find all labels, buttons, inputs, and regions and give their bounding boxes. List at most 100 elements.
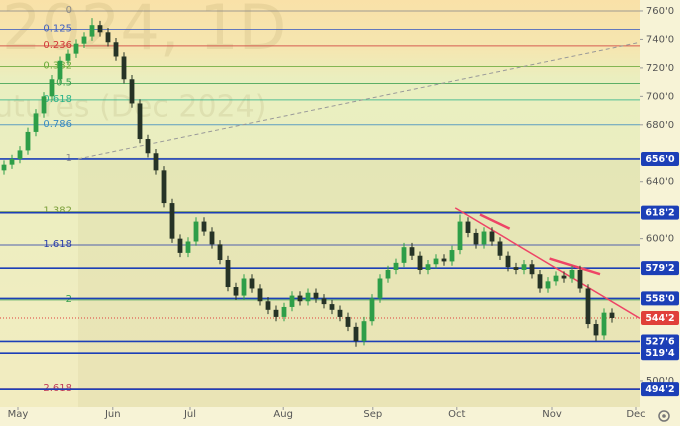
candle-body bbox=[225, 259, 231, 288]
candle-body bbox=[441, 258, 447, 262]
chart-layer: 760'0 740'0 720'0 700'0 680'0 640'0 600'0 500'0… bbox=[0, 5, 679, 420]
candle-body bbox=[417, 255, 423, 270]
candle-body bbox=[233, 287, 239, 296]
candle-body bbox=[249, 278, 255, 289]
candle-body bbox=[1, 164, 7, 171]
candle-body bbox=[65, 53, 71, 61]
candle-body bbox=[145, 139, 151, 154]
x-tick-label: Sep bbox=[363, 409, 382, 420]
y-tick-label: 760'0 bbox=[646, 6, 674, 17]
candle-body bbox=[369, 298, 375, 322]
level-label: 494'2 bbox=[645, 384, 674, 395]
fib-label: 2 bbox=[66, 294, 72, 305]
candle-body bbox=[529, 264, 535, 275]
level-label: 618'2 bbox=[645, 208, 674, 219]
candle-body bbox=[537, 274, 543, 289]
candle-body bbox=[169, 203, 175, 239]
candle-body bbox=[273, 309, 279, 317]
candle-body bbox=[89, 25, 95, 37]
candle-body bbox=[41, 96, 47, 114]
level-badge bbox=[641, 382, 679, 397]
candle-body bbox=[185, 241, 191, 253]
level-label: 579'2 bbox=[645, 263, 674, 274]
fib-label: 1.382 bbox=[43, 206, 72, 217]
candle-body bbox=[481, 231, 487, 245]
candle-body bbox=[345, 316, 351, 327]
candle-body bbox=[25, 131, 31, 151]
level-badge bbox=[641, 261, 679, 276]
candle-body bbox=[137, 103, 143, 140]
fib-label: 1.618 bbox=[43, 239, 72, 250]
candle-body bbox=[257, 288, 263, 302]
level-badge bbox=[641, 346, 679, 361]
level-label: 558'0 bbox=[645, 293, 675, 304]
candle-body bbox=[209, 231, 215, 245]
x-tick-label: Nov bbox=[542, 409, 562, 420]
level-badge bbox=[641, 151, 679, 166]
trend-line bbox=[479, 213, 511, 230]
candle-body bbox=[433, 258, 439, 265]
x-axis-area bbox=[0, 407, 640, 426]
settings-icon[interactable] bbox=[658, 410, 670, 422]
y-tick-label: 720'0 bbox=[646, 63, 674, 74]
level-badge bbox=[641, 291, 679, 306]
x-tick-label: Aug bbox=[273, 409, 293, 420]
last-price-label: 544'2 bbox=[645, 313, 674, 324]
candle-body bbox=[473, 232, 479, 245]
candle-body bbox=[113, 42, 119, 57]
last-price-badge bbox=[641, 310, 679, 325]
candle-body bbox=[161, 170, 167, 204]
candle-body bbox=[73, 43, 79, 54]
fib-label: 0.786 bbox=[43, 119, 72, 130]
candle-body bbox=[81, 36, 87, 44]
candle-body bbox=[561, 275, 567, 279]
y-tick-label: 500'0 bbox=[646, 376, 674, 387]
candle-body bbox=[57, 60, 63, 80]
candle-body bbox=[609, 312, 615, 318]
fib-label: 0.236 bbox=[43, 40, 72, 51]
candle-body bbox=[457, 221, 463, 251]
candle-body bbox=[401, 247, 407, 263]
candle-body bbox=[553, 275, 559, 282]
candle-body bbox=[577, 269, 583, 289]
candle-body bbox=[297, 295, 303, 302]
candle-body bbox=[585, 288, 591, 325]
candle-body bbox=[305, 292, 311, 302]
level-badge bbox=[641, 205, 679, 220]
fib-label: 0.5 bbox=[56, 78, 72, 89]
candle-body bbox=[177, 238, 183, 253]
fib-label: 0.618 bbox=[43, 94, 72, 105]
candle-body bbox=[377, 278, 383, 299]
y-tick-label: 600'0 bbox=[646, 234, 674, 245]
fib-label: 0 bbox=[66, 5, 72, 16]
candle-body bbox=[17, 150, 23, 159]
candle-body bbox=[217, 244, 223, 260]
x-tick-label: Oct bbox=[448, 409, 465, 420]
candle-body bbox=[313, 292, 319, 299]
candle-body bbox=[129, 79, 135, 104]
plot-background bbox=[0, 0, 640, 407]
x-tick-label: Dec bbox=[626, 409, 645, 420]
candle-body bbox=[337, 309, 343, 317]
candle-body bbox=[569, 269, 575, 279]
x-tick-label: Jun bbox=[104, 409, 121, 420]
trend-line bbox=[549, 257, 601, 276]
candle-body bbox=[489, 231, 495, 242]
candle-body bbox=[465, 221, 471, 233]
y-tick-label: 740'0 bbox=[646, 34, 674, 45]
candle-body bbox=[121, 56, 127, 80]
candle-body bbox=[33, 113, 39, 132]
candle-body bbox=[265, 301, 271, 310]
candle-body bbox=[513, 267, 519, 270]
candle-body bbox=[281, 306, 287, 317]
y-tick-label: 680'0 bbox=[646, 120, 674, 131]
x-tick-label: May bbox=[8, 409, 29, 420]
trend-line bbox=[77, 41, 641, 160]
candle-body bbox=[201, 221, 207, 232]
candle-body bbox=[9, 158, 15, 165]
candle-body bbox=[601, 312, 607, 336]
candle-body bbox=[193, 221, 199, 242]
candle-body bbox=[393, 262, 399, 270]
